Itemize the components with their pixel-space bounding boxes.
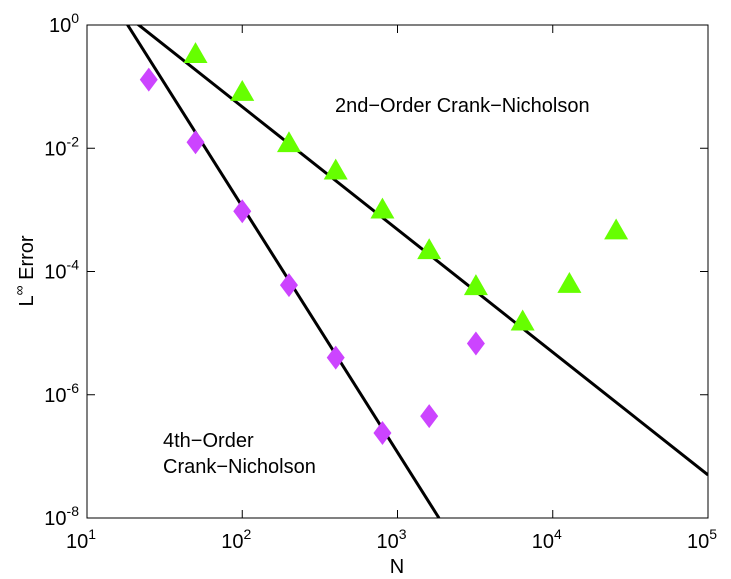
marker-2nd-order-4: [370, 197, 395, 219]
marker-2nd-order-5: [417, 238, 442, 260]
y-tick-label-4: 100: [49, 10, 79, 37]
marker-4th-order-5: [373, 420, 392, 445]
y-axis-label-rest: Error: [16, 235, 38, 285]
marker-4th-order-2: [233, 199, 252, 224]
x-tick-label-0: 101: [66, 526, 96, 553]
marker-2nd-order-7: [510, 309, 535, 331]
annotation-4th-order-line-2: Crank−Nicholson: [163, 456, 316, 478]
y-tick-label-2: 10-4: [44, 257, 79, 284]
marker-4th-order-7: [466, 331, 485, 356]
y-tick-label-3: 10-2: [44, 133, 79, 160]
x-tick-label-1: 102: [221, 526, 251, 553]
y-axis-label: L∞ Error: [11, 235, 38, 306]
marker-2nd-order-1: [230, 79, 255, 101]
marker-2nd-order-0: [183, 42, 208, 63]
x-tick-label-3: 104: [532, 526, 562, 553]
marker-2nd-order-9: [604, 218, 629, 240]
marker-4th-order-4: [326, 345, 345, 370]
x-tick-label-2: 103: [376, 526, 406, 553]
marker-4th-order-6: [420, 404, 439, 429]
marker-2nd-order-6: [463, 274, 488, 296]
annotation-4th-order-line-1: 4th−Order: [163, 430, 254, 452]
annotation-4th-order: 4th−Order Crank−Nicholson: [163, 430, 316, 478]
y-tick-label-1: 10-6: [44, 380, 79, 407]
plot-area: [87, 25, 708, 518]
annotation-2nd-order: 2nd−Order Crank−Nicholson: [335, 95, 590, 117]
marker-4th-order-3: [279, 273, 298, 298]
y-axis-label-base: L: [16, 295, 38, 306]
marker-2nd-order-8: [557, 272, 582, 293]
x-tick-label-4: 105: [687, 526, 717, 553]
y-tick-label-0: 10-8: [44, 503, 79, 530]
fit-line-2nd-order: [136, 25, 708, 477]
marker-4th-order-1: [186, 130, 205, 155]
marker-4th-order-0: [139, 67, 158, 92]
x-axis-label: N: [390, 556, 404, 578]
y-axis-label-sup: ∞: [11, 285, 27, 295]
marker-2nd-order-2: [276, 131, 301, 153]
marker-2nd-order-3: [323, 158, 348, 180]
annotation-2nd-order-line-1: 2nd−Order Crank−Nicholson: [335, 95, 590, 117]
